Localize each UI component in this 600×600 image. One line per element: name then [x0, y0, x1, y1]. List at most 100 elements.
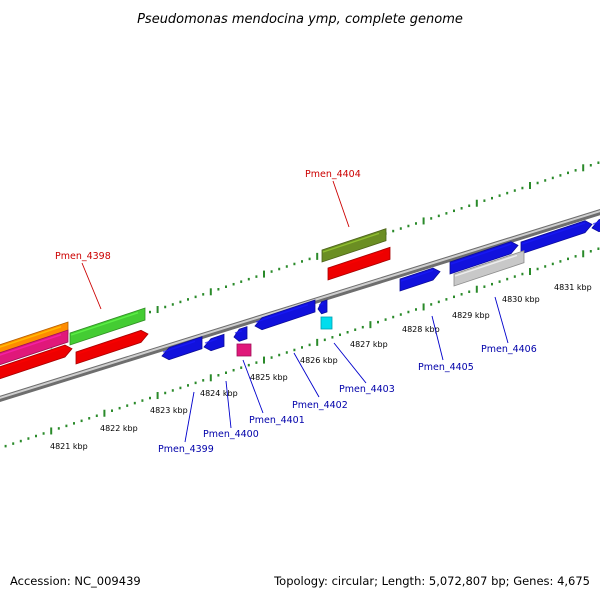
leader-line [242, 359, 264, 414]
inner-tick-ring [4, 247, 600, 448]
gene-pmen-4403-highlight [318, 302, 324, 306]
gene-label: Pmen_4405 [418, 362, 474, 373]
minor-tick [293, 348, 296, 352]
kbp-label: 4821 kbp [50, 442, 88, 451]
genome-summary-text: Topology: circular; Length: 5,072,807 bp… [273, 574, 590, 588]
gene-label: Pmen_4399 [158, 444, 214, 455]
gene-cyan-small [320, 316, 333, 330]
minor-tick [19, 439, 22, 443]
minor-tick [331, 336, 334, 339]
minor-tick [513, 189, 516, 192]
leader-line [494, 296, 509, 344]
minor-tick [536, 181, 539, 185]
kbp-label: 4825 kbp [250, 373, 288, 382]
major-tick [316, 252, 319, 260]
major-tick [475, 199, 478, 207]
minor-tick [194, 295, 197, 299]
kbp-label: 4826 kbp [300, 356, 338, 365]
minor-tick [498, 194, 501, 197]
gene-label: Pmen_4402 [292, 400, 348, 411]
minor-tick [88, 417, 91, 420]
minor-tick [551, 176, 554, 180]
minor-tick [285, 351, 288, 354]
gene-label: Pmen_4406 [481, 344, 537, 355]
minor-tick [430, 217, 433, 220]
minor-tick [118, 406, 121, 410]
minor-tick [308, 343, 311, 347]
gene-red-2-highlight [76, 332, 142, 355]
kbp-label: 4828 kbp [402, 325, 440, 334]
major-tick [369, 321, 372, 329]
minor-tick [255, 275, 258, 278]
minor-tick [597, 247, 600, 250]
major-tick [422, 217, 425, 225]
minor-tick [171, 389, 174, 392]
gene-pmen-4400 [203, 333, 225, 352]
major-tick [103, 409, 106, 417]
minor-tick [187, 384, 189, 387]
minor-tick [544, 179, 547, 182]
minor-tick [399, 313, 402, 316]
gene-label: Pmen_4400 [203, 429, 259, 440]
major-tick [475, 285, 478, 293]
minor-tick [437, 300, 440, 304]
minor-tick [407, 224, 410, 228]
minor-tick [407, 310, 410, 314]
minor-tick [247, 277, 250, 281]
genome-track: 4821 kbp 4822 kbp 4823 kbp 4824 kbp 4825 kbp… [0, 161, 600, 455]
kbp-label: 4829 kbp [452, 311, 490, 320]
minor-tick [567, 257, 569, 261]
minor-tick [240, 280, 243, 283]
minor-tick [521, 186, 524, 190]
minor-tick [4, 444, 7, 448]
minor-tick [468, 204, 471, 208]
minor-tick [217, 288, 220, 291]
minor-tick [460, 293, 463, 296]
minor-tick [491, 196, 493, 200]
minor-tick [27, 437, 30, 440]
minor-tick [35, 434, 37, 438]
minor-tick [361, 325, 364, 329]
gene-label: Pmen_4401 [249, 415, 305, 426]
minor-tick [149, 310, 151, 314]
minor-tick [278, 267, 281, 271]
minor-tick [217, 374, 220, 377]
minor-tick [225, 285, 227, 288]
major-tick [263, 270, 265, 278]
leader-line [81, 262, 102, 310]
minor-tick [392, 229, 395, 233]
gene-pmen-4398-highlight [70, 312, 139, 336]
minor-tick [240, 366, 243, 369]
kbp-label: 4827 kbp [350, 340, 388, 349]
minor-tick [453, 295, 455, 299]
minor-tick [483, 199, 486, 202]
minor-tick [179, 300, 182, 304]
kbp-label: 4824 kbp [200, 389, 238, 398]
gene-blue-3-highlight [521, 222, 586, 245]
minor-tick [415, 222, 417, 225]
minor-tick [126, 404, 129, 407]
major-tick [156, 306, 159, 314]
minor-tick [308, 257, 311, 261]
major-tick [529, 268, 531, 276]
leader-line [293, 352, 320, 398]
minor-tick [270, 270, 273, 273]
gene-label: Pmen_4404 [305, 169, 361, 180]
minor-tick [483, 285, 486, 288]
gene-pmen-4405 [399, 267, 441, 292]
minor-tick [597, 161, 600, 164]
minor-tick [270, 356, 273, 359]
gene-pmen-4405-highlight [400, 269, 434, 282]
minor-tick [399, 227, 402, 230]
major-tick [529, 182, 531, 190]
minor-tick [95, 414, 98, 418]
minor-tick [278, 353, 281, 357]
leader-line [225, 380, 232, 429]
minor-tick [202, 379, 205, 382]
minor-tick [384, 318, 387, 321]
minor-tick [164, 305, 167, 309]
minor-tick [225, 371, 227, 374]
minor-tick [506, 277, 509, 281]
minor-tick [437, 214, 440, 218]
minor-tick [589, 250, 592, 253]
